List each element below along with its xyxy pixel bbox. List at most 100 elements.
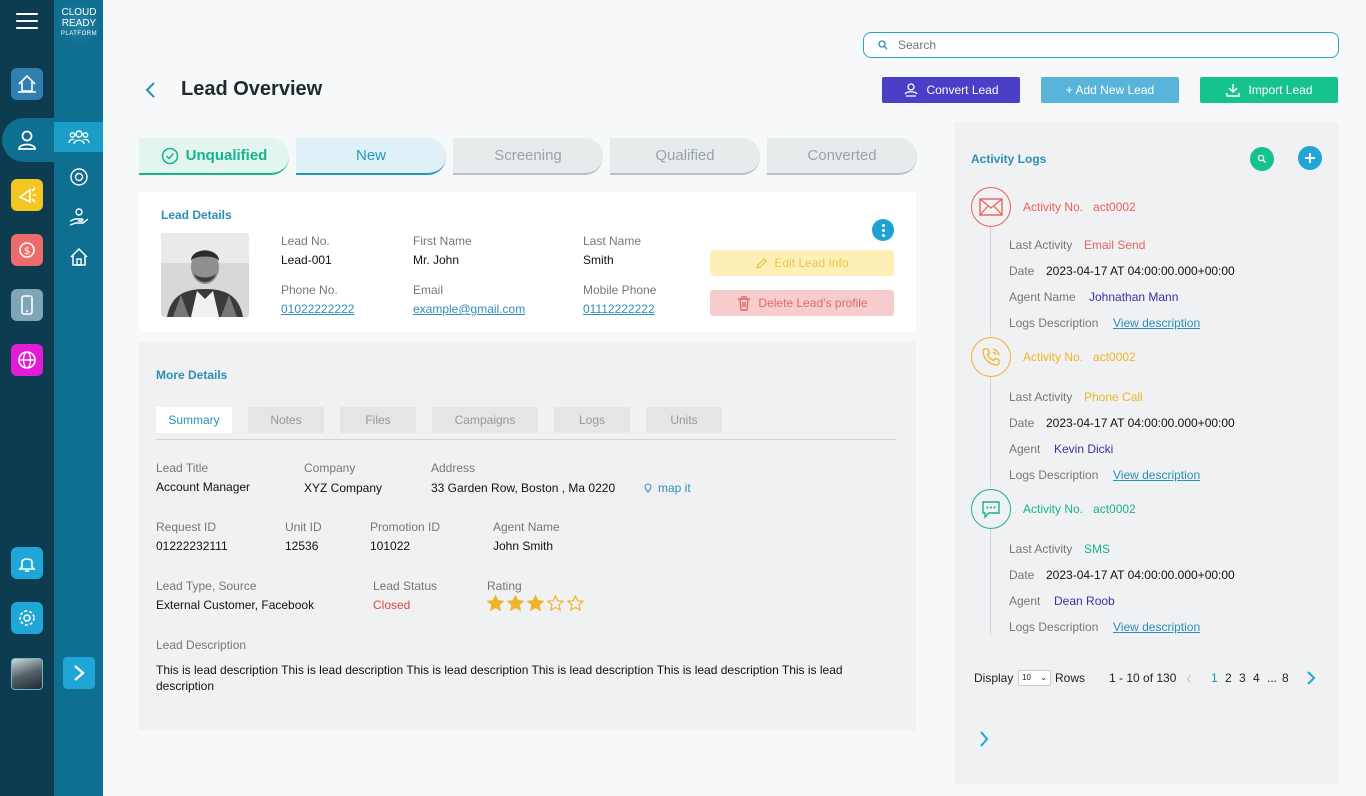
- agent-label: Agent: [1009, 442, 1041, 456]
- activity-no-value: act0002: [1093, 350, 1136, 364]
- stage-qualified[interactable]: Qualified: [610, 138, 760, 175]
- delete-lead-label: Delete Lead’s profile: [758, 296, 868, 310]
- lead-title-value: Account Manager: [156, 480, 251, 494]
- email-label: Email: [413, 283, 444, 297]
- mobile-app-icon[interactable]: [11, 289, 43, 321]
- agent-value: Kevin Dicki: [1054, 442, 1114, 456]
- request-id-label: Request ID: [156, 520, 217, 534]
- activity-no-value: act0002: [1093, 502, 1136, 516]
- agent-name-label: Agent Name: [493, 520, 560, 534]
- rating-label: Rating: [487, 579, 522, 593]
- web-app-icon[interactable]: [11, 344, 43, 376]
- prev-page-icon[interactable]: ‹: [1186, 668, 1192, 688]
- marketing-app-icon[interactable]: [11, 179, 43, 211]
- mail-icon: [971, 187, 1011, 227]
- request-id-value: 01222232111: [156, 539, 228, 553]
- home-icon[interactable]: [66, 244, 92, 270]
- add-log-icon[interactable]: [1298, 146, 1322, 170]
- convert-lead-button[interactable]: Convert Lead: [882, 77, 1020, 103]
- convert-icon: [904, 83, 919, 97]
- app-logo: CLOUD READY PLATFORM: [56, 3, 102, 43]
- map-it-link[interactable]: map it: [643, 481, 691, 495]
- view-description-link[interactable]: View description: [1113, 316, 1201, 330]
- activity-logs-panel: Activity Logs Activity No. act0002 Last …: [954, 122, 1339, 784]
- page-ellipsis: ...: [1267, 671, 1278, 685]
- page-link[interactable]: 3: [1239, 671, 1246, 685]
- stage-label: Unqualified: [185, 147, 268, 164]
- activity-no: Activity No. act0002: [1023, 350, 1136, 364]
- page-title: Lead Overview: [181, 78, 323, 100]
- mobile-link[interactable]: 01112222222: [583, 302, 655, 316]
- more-details-card: More Details Summary Notes Files Campaig…: [139, 342, 916, 730]
- chevron-down-icon: ⌄: [1040, 673, 1047, 682]
- tab-logs[interactable]: Logs: [554, 407, 630, 433]
- logo-text: CLOUD READY: [61, 7, 97, 29]
- logs-description-label: Logs Description: [1009, 620, 1099, 634]
- tab-files[interactable]: Files: [340, 407, 416, 433]
- search-bar[interactable]: [863, 32, 1339, 58]
- svg-text:$: $: [24, 246, 30, 257]
- search-input[interactable]: [898, 38, 1318, 52]
- display-label: Display: [974, 671, 1014, 685]
- lead-status-value: Closed: [373, 598, 411, 612]
- agent-label: Agent Name: [1009, 290, 1076, 304]
- last-activity-label: Last Activity: [1009, 542, 1073, 556]
- page-link[interactable]: 8: [1282, 671, 1289, 685]
- page-range: 1 - 10 of 130: [1109, 671, 1177, 685]
- phone-link[interactable]: 01022222222: [281, 302, 355, 316]
- stage-unqualified[interactable]: Unqualified: [139, 138, 289, 175]
- page-link[interactable]: 2: [1225, 671, 1232, 685]
- agent-value: Johnathan Mann: [1089, 290, 1179, 304]
- search-logs-icon[interactable]: [1250, 147, 1274, 171]
- company-label: Company: [304, 461, 356, 475]
- search-icon: [878, 40, 888, 50]
- date-label: Date: [1009, 264, 1035, 278]
- check-circle-icon: [161, 147, 178, 164]
- back-button[interactable]: [143, 80, 159, 100]
- map-pin-icon: [644, 483, 652, 493]
- mobile-label: Mobile Phone: [583, 283, 657, 297]
- expand-panel-icon[interactable]: [978, 730, 990, 748]
- stage-screening[interactable]: Screening: [453, 138, 603, 175]
- menu-icon[interactable]: [16, 13, 38, 31]
- page-link[interactable]: 1: [1211, 671, 1218, 685]
- delete-lead-button[interactable]: Delete Lead’s profile: [710, 290, 894, 316]
- tab-summary[interactable]: Summary: [156, 407, 232, 433]
- tab-units[interactable]: Units: [646, 407, 722, 433]
- agent-name-value: John Smith: [493, 539, 554, 553]
- target-icon[interactable]: [66, 164, 92, 190]
- expand-sidebar-button[interactable]: [63, 657, 95, 689]
- hand-care-icon[interactable]: [66, 204, 92, 230]
- view-description-link[interactable]: View description: [1113, 620, 1201, 634]
- notifications-bell-icon[interactable]: [11, 547, 43, 579]
- view-description-link[interactable]: View description: [1113, 468, 1201, 482]
- settings-gear-icon[interactable]: [11, 602, 43, 634]
- lead-photo: [161, 233, 249, 317]
- user-avatar[interactable]: [11, 658, 43, 690]
- tab-notes[interactable]: Notes: [248, 407, 324, 433]
- group-users-icon[interactable]: [66, 124, 92, 150]
- import-lead-button[interactable]: Import Lead: [1200, 77, 1338, 103]
- stage-label: Screening: [494, 147, 562, 164]
- trash-icon: [738, 295, 751, 311]
- activity-no: Activity No. act0002: [1023, 200, 1136, 214]
- stage-new[interactable]: New: [296, 138, 446, 175]
- rows-per-page-select[interactable]: 10 ⌄: [1018, 670, 1051, 686]
- next-page-icon[interactable]: [1305, 670, 1317, 686]
- real-estate-app-icon[interactable]: [11, 68, 43, 100]
- lead-no-label: Lead No.: [281, 234, 330, 248]
- edit-lead-button[interactable]: Edit Lead Info: [710, 250, 894, 276]
- page-link[interactable]: 4: [1253, 671, 1260, 685]
- more-options-icon[interactable]: [872, 219, 894, 241]
- email-link[interactable]: example@gmail.com: [413, 302, 526, 316]
- map-it-label: map it: [658, 481, 691, 495]
- star-empty-icon: [567, 595, 584, 611]
- leads-user-icon[interactable]: [9, 122, 45, 158]
- add-new-lead-button[interactable]: + Add New Lead: [1041, 77, 1179, 103]
- tab-campaigns[interactable]: Campaigns: [432, 407, 538, 433]
- timeline-line: [990, 377, 991, 487]
- finance-app-icon[interactable]: $: [11, 234, 43, 266]
- rows-label: Rows: [1055, 671, 1086, 685]
- stage-converted[interactable]: Converted: [767, 138, 917, 175]
- rows-per-page-value: 10: [1022, 673, 1031, 682]
